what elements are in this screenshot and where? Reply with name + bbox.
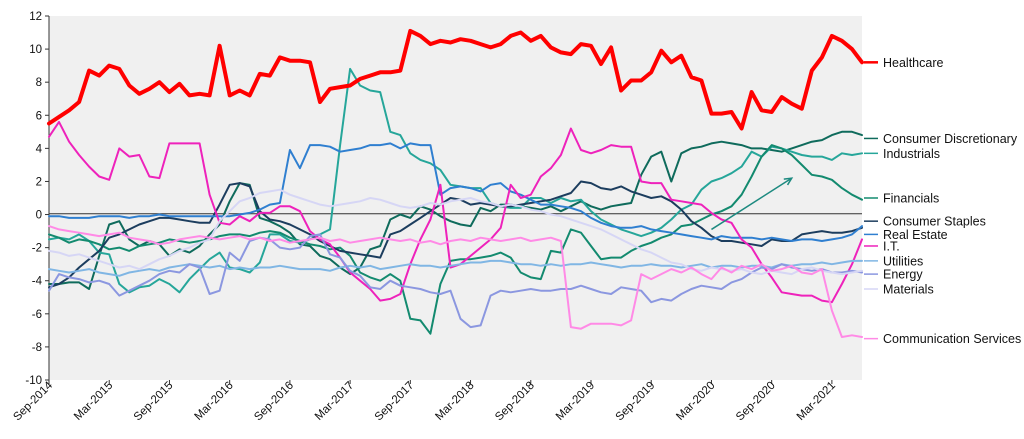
x-tick-label: Mar-2020 (674, 380, 717, 423)
x-tick-label: Mar-2015 (72, 380, 115, 423)
legend-label-utilities: Utilities (883, 254, 923, 268)
y-tick-label: -2 (32, 243, 42, 255)
x-tick-label: Sep-2017 (373, 380, 417, 424)
x-tick-label: Sep-2020 (734, 380, 778, 424)
series-line-energy (48, 233, 863, 329)
y-tick-label: -6 (32, 309, 42, 321)
x-tick-label: Sep-2016 (252, 380, 296, 424)
arrow-shaft (711, 177, 793, 231)
series-line-utilities (48, 259, 863, 277)
legend-label-energy: Energy (883, 268, 923, 282)
y-axis-ticks: -10 -8 -6 -4 -2 0 2 4 6 8 10 12 (25, 11, 49, 387)
series-line-communication-services (48, 225, 863, 338)
legend-label-industrials: Industrials (883, 147, 940, 161)
y-tick-label: 2 (36, 176, 42, 188)
legend-label-i-t: I.T. (883, 239, 900, 253)
series-line-financials (48, 144, 863, 335)
series-line-real-estate (48, 142, 863, 242)
arrow-head (783, 177, 794, 186)
x-tick-label: Sep-2019 (614, 380, 658, 424)
y-tick-label: 8 (36, 77, 42, 89)
x-tick-label: Mar-2016 (192, 380, 235, 423)
series-line-healthcare (47, 28, 864, 131)
legend-label-real-estate: Real Estate (883, 228, 948, 242)
series-line-industrials (48, 67, 863, 294)
legend-label-financials: Financials (883, 192, 939, 206)
legend-label-consumer-staples: Consumer Staples (883, 215, 986, 229)
y-tick-label: 12 (29, 11, 42, 23)
series-line-consumer-staples (48, 180, 863, 289)
x-tick-label: Sep-2015 (132, 380, 176, 424)
trend-arrow (711, 177, 794, 231)
y-tick-label: -8 (32, 342, 42, 354)
legend-label-communication-services: Communication Services (883, 332, 1021, 346)
x-tick-label: Mar-2019 (554, 380, 597, 423)
series-lines (47, 28, 864, 338)
y-tick-label: 10 (29, 44, 42, 56)
x-tick-label: Sep-2018 (493, 380, 537, 424)
legend-label-materials: Materials (883, 283, 934, 297)
x-axis-ticks: Sep-2014 Mar-2015 Sep-2015 Mar-2016 Sep-2016… (11, 379, 838, 423)
y-tick-label: 0 (36, 210, 42, 222)
legend: Healthcare Consumer DiscretionaryIndustri… (864, 56, 1021, 346)
x-tick-label: Mar-2021 (795, 380, 838, 423)
x-tick-label: Mar-2017 (313, 380, 356, 423)
y-tick-label: 4 (36, 143, 43, 155)
legend-label-healthcare: Healthcare (883, 56, 943, 70)
y-tick-label: 6 (36, 110, 42, 122)
y-tick-label: -4 (32, 276, 43, 288)
legend-label-consumer-discretionary: Consumer Discretionary (883, 132, 1018, 146)
series-line-consumer-discretionary (48, 130, 863, 290)
x-tick-label: Mar-2018 (433, 380, 476, 423)
y-tick-label: -10 (25, 375, 42, 387)
